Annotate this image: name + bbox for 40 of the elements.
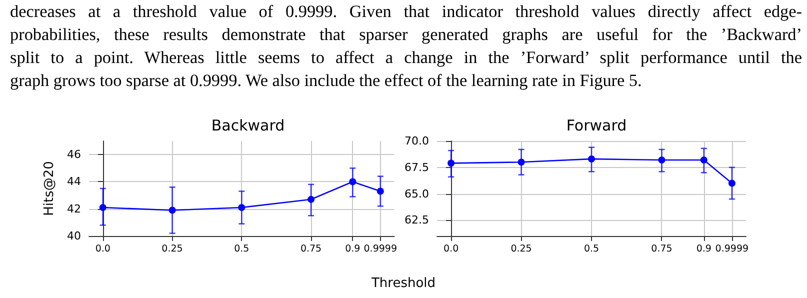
x-tick-label: 0.5 bbox=[584, 244, 600, 254]
point bbox=[349, 178, 356, 186]
y-tick-label: 46 bbox=[67, 148, 81, 162]
x-tick-label: 0.9999 bbox=[364, 244, 398, 254]
point bbox=[99, 204, 106, 211]
point bbox=[238, 204, 246, 211]
point bbox=[700, 156, 708, 164]
point bbox=[518, 158, 525, 166]
y-tick-label: 70.0 bbox=[404, 134, 429, 148]
x-axis-title: Threshold bbox=[370, 276, 437, 291]
y-tick-label: 62.5 bbox=[404, 214, 429, 227]
x-tick-label: 0.9999 bbox=[715, 244, 749, 254]
y-tick-label: 67.5 bbox=[404, 160, 429, 174]
point bbox=[168, 206, 176, 214]
y-tick-label: 42 bbox=[67, 202, 81, 216]
point bbox=[448, 160, 455, 167]
x-tick-label: 0.75 bbox=[300, 244, 322, 254]
point bbox=[658, 156, 666, 164]
x-tick-label: 0.75 bbox=[651, 244, 672, 254]
text: decreases at a threshold value of 0.9999. Given that indicator threshold values directly affect edge- bbox=[10, 1, 802, 23]
x-tick-label: 0.0 bbox=[95, 244, 110, 254]
x-tick-label: 0.9 bbox=[345, 244, 360, 254]
point bbox=[728, 180, 736, 187]
x-tick-label: 0.9 bbox=[696, 244, 712, 254]
y-tick-label: 65.0 bbox=[404, 187, 429, 200]
text: probabilities, these results demonstrate that sparser generated graphs are useful for the ’Backward’ bbox=[10, 24, 802, 46]
x-tick-label: 0.25 bbox=[510, 244, 532, 254]
point bbox=[308, 196, 315, 203]
x-tick-label: 0.0 bbox=[443, 244, 459, 254]
x-tick-label: 0.25 bbox=[162, 244, 183, 254]
text: split to a point. Whereas little seems to affect a change in the ’Forward’ split performance until the bbox=[10, 47, 802, 69]
y-tick-label: 44 bbox=[67, 175, 81, 188]
x-tick-label: 0.5 bbox=[234, 244, 250, 254]
point bbox=[376, 188, 384, 195]
point bbox=[588, 155, 595, 162]
chart-title: Backward bbox=[211, 116, 285, 134]
text: graph grows too sparse at 0.9999. We also include the effect of the learning rate in Figure 5. bbox=[10, 70, 643, 92]
y-axis-title: Hits@20 bbox=[42, 161, 58, 216]
y-tick-label: 40 bbox=[67, 230, 81, 242]
chart-title: Forward bbox=[566, 116, 627, 134]
